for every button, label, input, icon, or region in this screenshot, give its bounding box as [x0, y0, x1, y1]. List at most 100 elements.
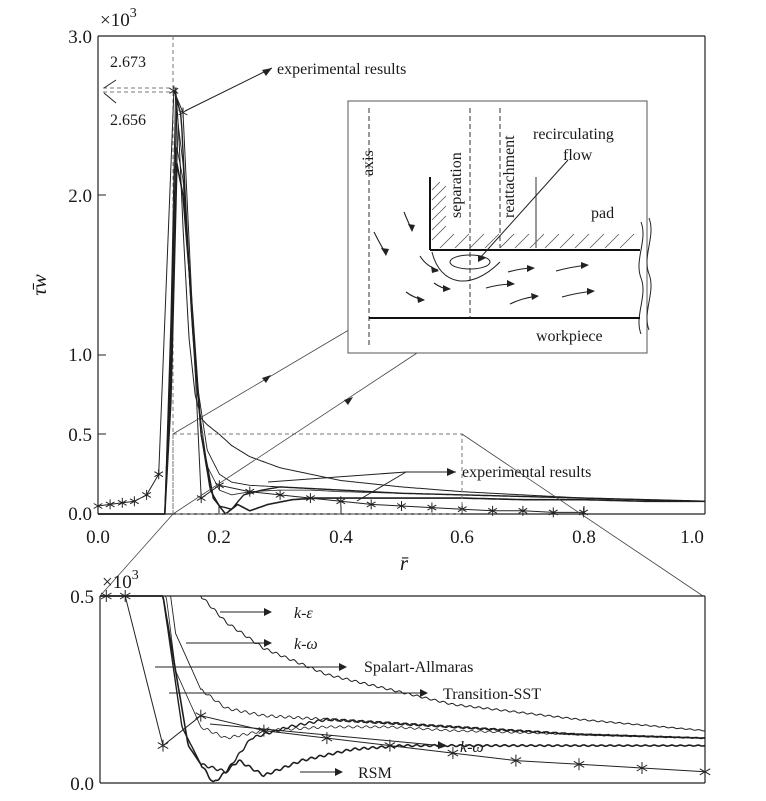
- flow-arrowhead: [527, 265, 535, 272]
- hatch: [619, 233, 635, 249]
- zoom-experimental-marker-stroke: [636, 764, 648, 772]
- main-y-multiplier: ×103: [100, 6, 137, 31]
- legend-label-ke: k-ε: [294, 605, 313, 622]
- zoom-experimental-marker: [119, 590, 131, 602]
- inset-label-workpiece: workpiece: [536, 328, 603, 345]
- main-y-multiplier-exp: 3: [130, 6, 137, 21]
- zoom-experimental-marker-stroke: [157, 742, 169, 750]
- peak-label-2673: 2.673: [110, 54, 146, 71]
- exp-annotation-top-arrow: [262, 68, 272, 76]
- hatch: [514, 233, 530, 249]
- main-ytick-label: 3.0: [68, 27, 92, 48]
- legend-arrow-kw2: [438, 741, 447, 749]
- inset-recirculation-bubble: [431, 251, 501, 282]
- inset-recirc-pointer: [479, 159, 569, 259]
- exp-annotation-bottom-arrow: [447, 468, 456, 476]
- zoom-experimental-marker: [636, 762, 648, 774]
- zoom-experimental-marker-stroke: [119, 592, 131, 600]
- series-line-rsm: [98, 162, 705, 515]
- hatch: [431, 195, 447, 211]
- main-ytick-label: 0.5: [68, 425, 92, 446]
- flow-arrowhead: [381, 248, 389, 256]
- experimental-marker-stroke: [105, 501, 115, 508]
- inset-label-pad: pad: [591, 205, 614, 222]
- legend-pointer-kw2: [209, 723, 446, 747]
- hatch: [431, 225, 447, 241]
- zoom-experimental-marker: [573, 758, 585, 771]
- zoom-series-line-spalart-allmaras: [100, 595, 706, 739]
- experimental-marker-stroke: [141, 491, 152, 498]
- zoom-experimental-marker: [699, 765, 711, 778]
- experimental-marker: [196, 493, 206, 504]
- exp-annotation-top-line: [184, 67, 273, 112]
- experimental-marker-stroke: [579, 509, 589, 516]
- zoom-region: [99, 433, 704, 597]
- zoom-experimental-marker-stroke: [384, 742, 396, 750]
- experimental-marker: [548, 507, 558, 518]
- peak-2673-pointer: [103, 79, 117, 89]
- zoom-connector-left: [99, 513, 174, 597]
- peak-2656-pointer: [103, 92, 117, 104]
- main-series: [98, 87, 706, 515]
- experimental-marker-stroke: [275, 491, 285, 498]
- hatch: [439, 233, 455, 249]
- experimental-marker: [366, 499, 376, 510]
- zoom-series: [100, 595, 706, 783]
- zoom-experimental-marker: [321, 732, 333, 745]
- main-y-label: τ̄w: [27, 274, 51, 296]
- zoom-chart: 0.0 0.5 ×103 k-ε k-ω Spalart-Allmaras Tr…: [70, 568, 711, 795]
- zoom-experimental-marker: [100, 590, 112, 602]
- main-y-multiplier-base: ×10: [100, 10, 130, 31]
- experimental-line: [97, 90, 584, 513]
- legend-arrow-sst: [420, 689, 428, 697]
- experimental-marker-stroke: [196, 495, 206, 502]
- zoom-legend: k-ε k-ω Spalart-Allmaras Transition-SST …: [155, 605, 541, 782]
- hatch: [589, 233, 605, 249]
- experimental-marker: [154, 469, 164, 480]
- exp-annotation-bottom-line3: [267, 471, 407, 483]
- legend-arrow-ke: [264, 608, 272, 616]
- legend-arrow-rsm: [335, 768, 343, 776]
- experimental-marker-stroke: [129, 498, 140, 505]
- experimental-marker: [305, 493, 316, 504]
- zoom-experimental-marker-stroke: [321, 734, 333, 742]
- experimental-marker-stroke: [245, 488, 255, 495]
- exp-annotation-bottom: experimental results: [462, 464, 591, 481]
- experimental-marker-stroke: [366, 501, 376, 508]
- zoom-experimental-marker-stroke: [573, 760, 585, 768]
- zoom-experimental-marker-stroke: [510, 757, 522, 765]
- zoom-experimental: [100, 590, 711, 778]
- main-xtick-label: 0.8: [572, 527, 596, 548]
- legend-label-kw2: k-ω: [460, 739, 484, 756]
- main-xtick-label: 0.4: [329, 527, 353, 548]
- zoom-y-multiplier-exp: 3: [132, 568, 139, 583]
- main-y-tick-labels: 0.0 0.5 1.0 2.0 3.0: [68, 27, 92, 525]
- main-ytick-label: 1.0: [68, 345, 92, 366]
- exp-annotation-bottom-line: [356, 471, 407, 502]
- zoom-experimental-marker: [510, 754, 522, 767]
- flow-inset: axis separation reattachment recirculati…: [347, 100, 652, 354]
- legend-label-kw: k-ω: [294, 636, 318, 653]
- zoom-connector-right: [461, 433, 704, 597]
- experimental-marker: [214, 480, 224, 491]
- hatch: [469, 233, 485, 249]
- hatch: [431, 185, 447, 201]
- flow-arrowhead: [531, 293, 539, 300]
- experimental-marker-stroke: [154, 471, 164, 478]
- main-xtick-label: 0.6: [450, 527, 474, 548]
- zoom-ytick-label: 0.5: [70, 587, 94, 608]
- flow-arrowhead: [443, 285, 451, 292]
- peak-label-2656: 2.656: [110, 112, 146, 129]
- hatch: [431, 205, 447, 221]
- zoom-experimental-line: [106, 595, 706, 773]
- zoom-experimental-marker: [195, 709, 207, 722]
- inset-connector-arrow-1: [262, 375, 271, 383]
- inset-label-separation: separation: [448, 152, 465, 218]
- inset-connector-1: [172, 317, 370, 435]
- experimental-marker-stroke: [396, 503, 407, 509]
- inset-vortex-arrow: [478, 255, 486, 262]
- legend-arrow-sa: [339, 663, 347, 671]
- experimental-marker-stroke: [169, 87, 179, 94]
- experimental-marker-stroke: [178, 109, 188, 116]
